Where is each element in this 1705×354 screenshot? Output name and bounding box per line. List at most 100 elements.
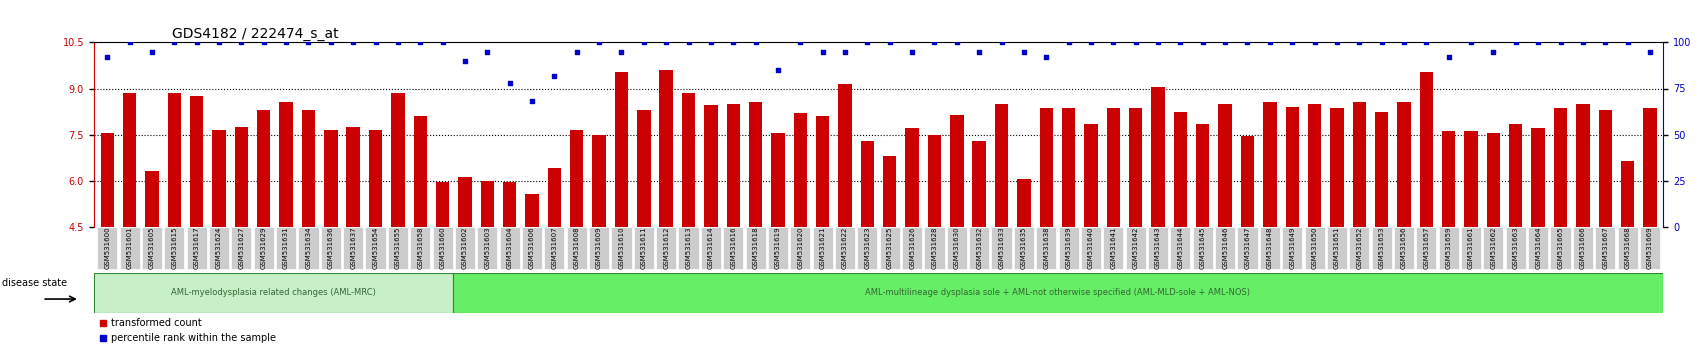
Bar (1575, 104, 1589, 227)
Point (1100, 40, 1127, 45)
Text: GSM531648: GSM531648 (1267, 227, 1272, 269)
Point (1009, 49, 1037, 55)
Point (1166, 40, 1193, 45)
Text: GSM531622: GSM531622 (842, 227, 847, 269)
Text: GSM531615: GSM531615 (170, 227, 177, 269)
FancyBboxPatch shape (1639, 227, 1659, 269)
Text: GSM531626: GSM531626 (909, 227, 914, 269)
FancyBboxPatch shape (1572, 227, 1592, 269)
Text: GSM531613: GSM531613 (685, 227, 691, 269)
Point (965, 49, 992, 55)
Bar (1308, 104, 1320, 227)
FancyBboxPatch shape (1506, 227, 1524, 269)
Text: disease state: disease state (2, 278, 66, 288)
Bar (1262, 102, 1275, 227)
FancyBboxPatch shape (1616, 227, 1637, 269)
Text: GSM531611: GSM531611 (641, 227, 646, 269)
Bar (815, 116, 829, 227)
Text: GSM531624: GSM531624 (217, 227, 222, 269)
Text: GSM531621: GSM531621 (818, 227, 825, 269)
Text: GSM531632: GSM531632 (975, 227, 982, 269)
FancyBboxPatch shape (433, 227, 452, 269)
Text: GSM531658: GSM531658 (418, 227, 423, 269)
Point (428, 40, 455, 45)
Bar (459, 177, 471, 227)
Point (1277, 40, 1304, 45)
FancyBboxPatch shape (298, 227, 319, 269)
Text: GSM531657: GSM531657 (1422, 227, 1429, 269)
Bar (1419, 72, 1432, 227)
FancyBboxPatch shape (1103, 227, 1124, 269)
Bar (1107, 108, 1120, 227)
Point (138, 49, 165, 55)
Point (1301, 40, 1328, 45)
Text: GSM531636: GSM531636 (327, 227, 334, 269)
Bar (793, 113, 806, 227)
Text: GSM531653: GSM531653 (1378, 227, 1384, 269)
Bar (614, 72, 627, 227)
FancyBboxPatch shape (94, 273, 452, 313)
Bar (145, 171, 159, 227)
FancyBboxPatch shape (544, 227, 564, 269)
Bar (1061, 108, 1074, 227)
Point (1546, 40, 1574, 45)
FancyBboxPatch shape (1326, 227, 1347, 269)
Point (943, 40, 970, 45)
Bar (413, 116, 426, 227)
FancyBboxPatch shape (365, 227, 385, 269)
Point (1122, 40, 1149, 45)
Text: AML-myelodysplasia related changes (AML-MRC): AML-myelodysplasia related changes (AML-… (170, 289, 375, 297)
FancyBboxPatch shape (1282, 227, 1301, 269)
Text: GSM531605: GSM531605 (148, 227, 155, 269)
FancyBboxPatch shape (208, 227, 228, 269)
Bar (636, 110, 650, 227)
Point (1032, 55, 1059, 60)
Text: GSM531631: GSM531631 (283, 227, 288, 269)
Point (675, 40, 702, 45)
Text: GSM531639: GSM531639 (1066, 227, 1071, 269)
Point (406, 40, 433, 45)
Bar (1485, 133, 1499, 227)
Text: GSM531609: GSM531609 (595, 227, 602, 269)
FancyBboxPatch shape (789, 227, 810, 269)
Bar (390, 93, 404, 227)
FancyBboxPatch shape (991, 227, 1011, 269)
Point (585, 40, 612, 45)
Bar (1084, 124, 1096, 227)
FancyBboxPatch shape (254, 227, 273, 269)
Point (361, 40, 389, 45)
Point (540, 73, 568, 79)
FancyBboxPatch shape (142, 227, 162, 269)
Bar (1129, 108, 1142, 227)
FancyBboxPatch shape (1013, 227, 1033, 269)
FancyBboxPatch shape (1459, 227, 1480, 269)
Point (295, 40, 322, 45)
FancyBboxPatch shape (321, 227, 341, 269)
Bar (1173, 112, 1187, 227)
Text: GSM531669: GSM531669 (1645, 227, 1652, 269)
FancyBboxPatch shape (1035, 227, 1055, 269)
Bar (436, 182, 448, 227)
Text: GSM531668: GSM531668 (1623, 227, 1630, 269)
Bar (569, 130, 583, 227)
Bar (1620, 161, 1633, 227)
Text: GSM531661: GSM531661 (1468, 227, 1473, 269)
FancyBboxPatch shape (1125, 227, 1146, 269)
FancyBboxPatch shape (924, 227, 945, 269)
FancyBboxPatch shape (119, 227, 140, 269)
Bar (972, 141, 985, 227)
FancyBboxPatch shape (1192, 227, 1212, 269)
Bar (1151, 87, 1165, 227)
Bar (235, 127, 247, 227)
Text: GSM531651: GSM531651 (1333, 227, 1338, 269)
FancyBboxPatch shape (1214, 227, 1234, 269)
Text: GSM531652: GSM531652 (1355, 227, 1362, 269)
Bar (1016, 179, 1030, 227)
Text: GSM531607: GSM531607 (551, 227, 558, 269)
Bar (771, 133, 784, 227)
Text: GSM531629: GSM531629 (261, 227, 266, 269)
Text: GSM531656: GSM531656 (1400, 227, 1407, 269)
Point (1255, 40, 1282, 45)
Point (764, 67, 791, 73)
FancyBboxPatch shape (610, 227, 631, 269)
